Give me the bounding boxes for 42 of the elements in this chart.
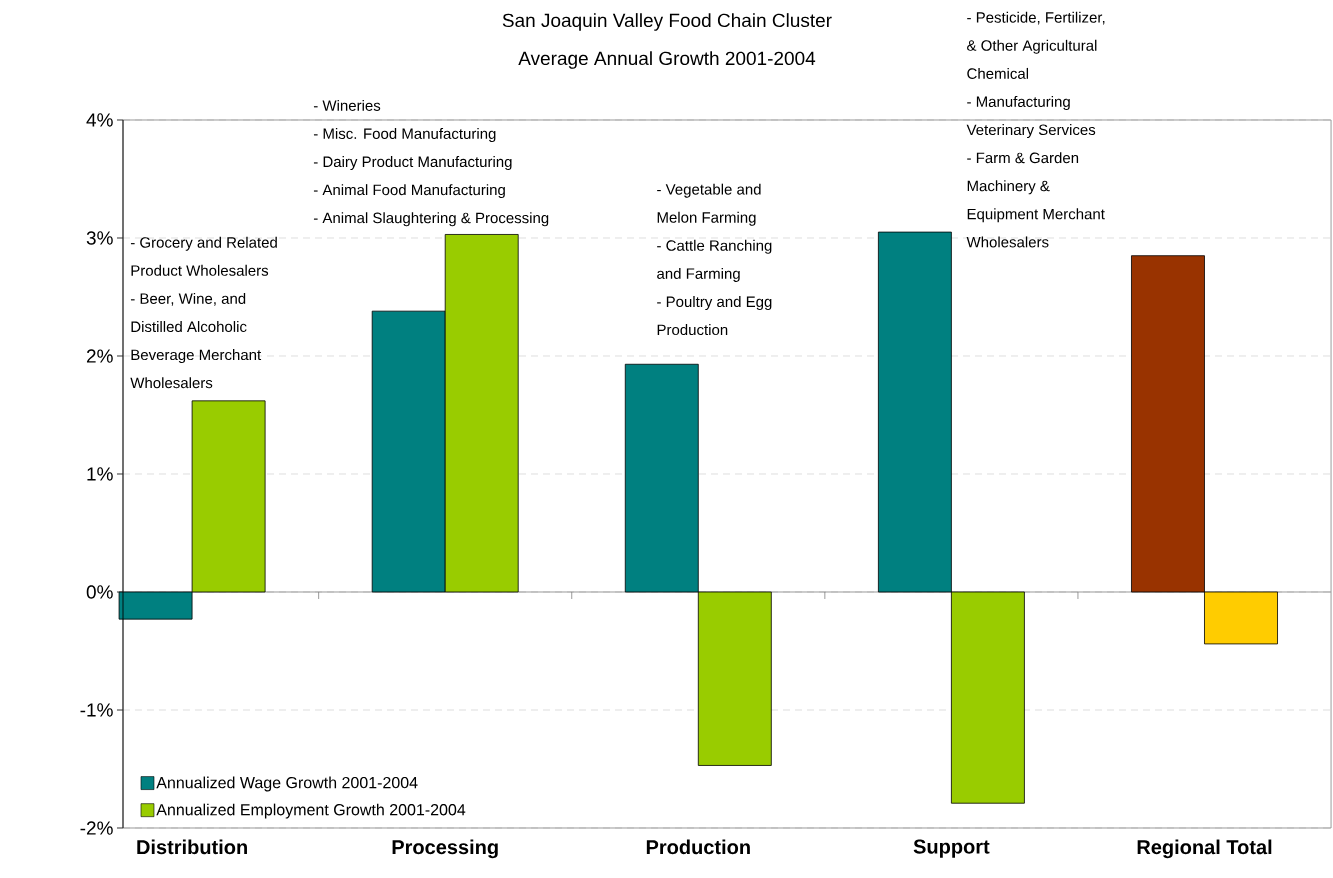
y-tick-label: 3% xyxy=(86,231,113,245)
annotation: - Poultry and Egg xyxy=(657,296,772,310)
annotation: - Dairy Product Manufacturing xyxy=(313,156,512,171)
text: - Manufacturing xyxy=(967,96,1070,110)
text: Chemical xyxy=(967,67,1029,79)
x-tick-label: Regional Total xyxy=(1137,839,1272,859)
annotation: Production xyxy=(657,324,728,336)
annotation: Product Wholesalers xyxy=(131,264,269,276)
legend-label: Annualized Employment Growth 2001-2004 xyxy=(156,803,466,819)
annotation: - Farm & Garden xyxy=(967,152,1079,164)
annotation: - Animal Slaughtering & Processing xyxy=(313,212,549,227)
annotation: Wholesalers xyxy=(966,236,1049,248)
legend-label: Annualized Wage Growth 2001-2004 xyxy=(156,776,418,792)
x-tick-label: Processing xyxy=(392,839,498,859)
annotation: Beverage Merchant xyxy=(131,349,262,364)
annotation: - Cattle Ranching xyxy=(657,239,772,254)
y-tick-label: 2% xyxy=(86,349,113,363)
annotation: - Animal Food Manufacturing xyxy=(313,184,505,199)
y-tick-label: 1% xyxy=(87,467,113,481)
annotation: - Beer, Wine, and xyxy=(130,292,246,306)
x-tick-label: Distribution xyxy=(137,839,247,855)
chart-title: San Joaquin Valley Food Chain Cluster xyxy=(502,13,832,31)
x-tick-label: Support xyxy=(913,839,990,858)
text: - Wineries xyxy=(313,99,381,111)
annotation: - Grocery and Related xyxy=(130,236,277,251)
x-tick-label: Production xyxy=(646,839,750,855)
annotation: Distilled Alcoholic xyxy=(131,321,247,333)
y-tick-label: 4% xyxy=(86,113,113,127)
chart-subtitle: Average Annual Growth 2001-2004 xyxy=(518,51,816,69)
y-tick-label: -1% xyxy=(80,703,113,717)
text: & Other Agricultural xyxy=(967,39,1097,54)
annotation: and Farming xyxy=(657,267,740,282)
annotation: Melon Farming xyxy=(657,211,756,226)
annotation: Equipment Merchant xyxy=(967,208,1105,223)
annotation: - Misc. Food Manufacturing xyxy=(313,127,496,142)
y-tick-label: -2% xyxy=(80,821,113,835)
text: - Pesticide, Fertilizer, xyxy=(967,11,1105,25)
annotation: Machinery & xyxy=(967,180,1050,195)
y-tick-label: 0% xyxy=(86,585,113,599)
annotation: Veterinary Services xyxy=(966,124,1096,139)
annotation: Wholesalers xyxy=(130,377,213,389)
annotation: - Vegetable and xyxy=(657,183,761,198)
